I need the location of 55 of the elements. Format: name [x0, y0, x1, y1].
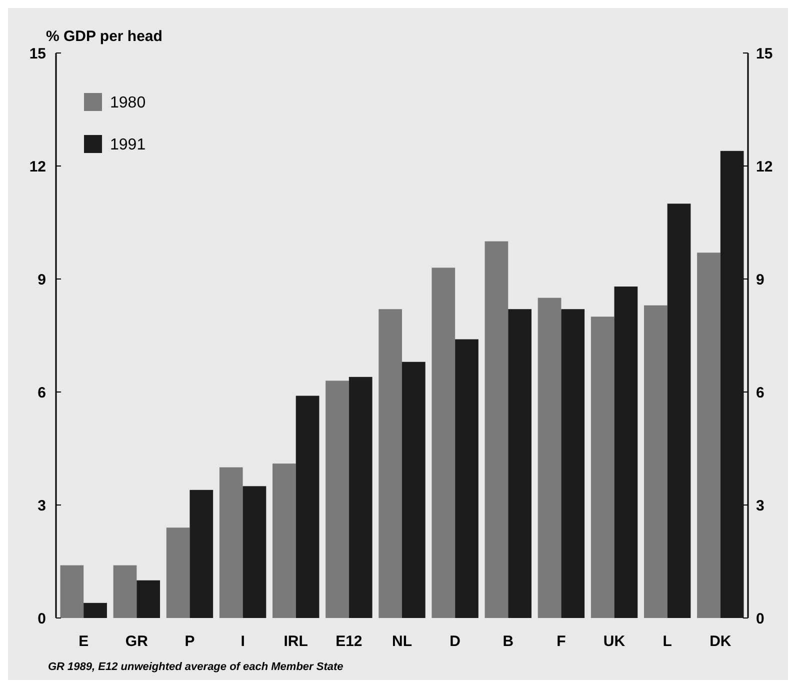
- x-tick-label: F: [556, 633, 566, 650]
- x-tick-label: P: [184, 633, 195, 650]
- bar: [402, 362, 426, 618]
- x-tick-label: IRL: [284, 633, 308, 650]
- x-tick-label: I: [240, 633, 245, 650]
- y2-tick-label: 9: [756, 271, 764, 288]
- y2-tick-label: 15: [756, 45, 773, 62]
- bar: [272, 464, 296, 618]
- y2-tick-label: 12: [756, 158, 773, 176]
- legend-label: 1991: [110, 136, 146, 154]
- bar: [667, 204, 691, 618]
- y-tick-label: 3: [38, 497, 46, 514]
- y-tick-label: 12: [29, 158, 46, 176]
- bar: [378, 309, 402, 618]
- bar: [348, 376, 372, 618]
- x-tick-label: E: [78, 633, 89, 650]
- bar: [644, 305, 668, 618]
- y2-tick-label: 3: [756, 497, 764, 514]
- bar: [484, 241, 508, 618]
- legend-label: 1980: [110, 94, 146, 112]
- x-tick-label: D: [450, 633, 461, 650]
- y-tick-label: 9: [38, 271, 46, 288]
- bar: [60, 565, 84, 618]
- bar: [326, 380, 349, 618]
- bar: [697, 252, 720, 618]
- x-tick-label: UK: [603, 633, 626, 650]
- bar: [590, 316, 614, 618]
- bar: [84, 602, 107, 618]
- bar: [614, 286, 638, 618]
- bar: [720, 150, 744, 618]
- x-tick-label: DK: [710, 633, 732, 650]
- bar: [166, 528, 190, 618]
- bar: [136, 580, 160, 618]
- bar: [219, 467, 243, 618]
- text: GR 1989, E12 unweighted average of each Member State: [48, 661, 344, 673]
- x-tick-label: L: [662, 633, 672, 650]
- y-tick-label: 0: [38, 610, 46, 628]
- bar: [561, 309, 585, 618]
- bar: [296, 396, 320, 618]
- y-axis-title: % GDP per head: [46, 28, 162, 45]
- x-tick-label: E12: [336, 633, 362, 650]
- x-tick-label: B: [502, 633, 514, 650]
- bar: [113, 565, 137, 618]
- x-tick-label: NL: [392, 633, 412, 650]
- bar: [508, 309, 532, 618]
- y2-tick-label: 0: [756, 610, 764, 628]
- y2-tick-label: 6: [756, 384, 764, 402]
- bar: [455, 339, 478, 618]
- bar: [190, 490, 214, 618]
- x-tick-label: GR: [125, 633, 148, 650]
- y-tick-label: 15: [29, 45, 46, 62]
- bar: [538, 298, 562, 618]
- y-tick-label: 6: [38, 384, 46, 402]
- bar: [242, 486, 266, 618]
- bar: [432, 268, 456, 618]
